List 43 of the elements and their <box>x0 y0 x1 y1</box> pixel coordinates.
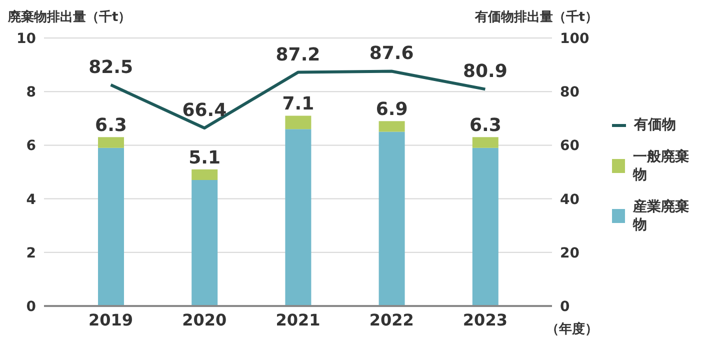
y-tick-label: 4 <box>26 192 36 208</box>
x-tick-label: 2022 <box>369 310 414 330</box>
x-tick-label: 2023 <box>462 310 508 330</box>
bar <box>285 116 312 130</box>
y-tick-label: 10 <box>16 30 36 47</box>
y2-axis-title: 有価物排出量（千t） <box>474 8 598 26</box>
data-label: 87.6 <box>369 43 414 64</box>
total-label: 5.1 <box>188 147 221 168</box>
bar <box>192 180 218 306</box>
bar <box>378 121 405 132</box>
y2-tick-label: 0 <box>560 298 570 315</box>
bar <box>472 137 498 148</box>
x-tick-label: 2019 <box>88 310 134 330</box>
bar <box>98 148 124 306</box>
x-tick-label: 2020 <box>182 310 227 330</box>
bar <box>192 169 218 180</box>
bar <box>472 148 498 306</box>
x-axis-title: （年度） <box>546 320 598 338</box>
y2-tick-label: 80 <box>560 84 580 101</box>
y-axis-title: 廃棄物排出量（千t） <box>8 8 132 26</box>
legend-label: 産業廃棄物 <box>633 198 690 234</box>
data-label: 66.4 <box>182 100 227 122</box>
legend-label: 有価物 <box>634 116 676 134</box>
total-label: 6.9 <box>376 99 408 120</box>
y-tick-label: 2 <box>26 245 36 262</box>
total-label: 7.1 <box>282 94 314 115</box>
y-tick-label: 0 <box>26 298 36 315</box>
data-label: 80.9 <box>462 61 508 82</box>
data-label: 82.5 <box>88 56 134 78</box>
bar <box>98 137 124 148</box>
y2-tick-label: 100 <box>560 30 590 47</box>
bar <box>378 132 405 306</box>
data-label: 87.2 <box>276 44 320 66</box>
y2-tick-label: 20 <box>560 245 580 262</box>
y-tick-label: 8 <box>26 84 36 101</box>
total-label: 6.3 <box>95 115 127 136</box>
total-label: 6.3 <box>469 115 502 136</box>
y-tick-label: 6 <box>26 138 36 154</box>
legend-label: 一般廃棄物 <box>633 148 690 184</box>
x-tick-label: 2021 <box>276 310 320 330</box>
y2-tick-label: 40 <box>560 192 580 208</box>
bar <box>285 129 312 306</box>
y2-tick-label: 60 <box>560 138 580 154</box>
